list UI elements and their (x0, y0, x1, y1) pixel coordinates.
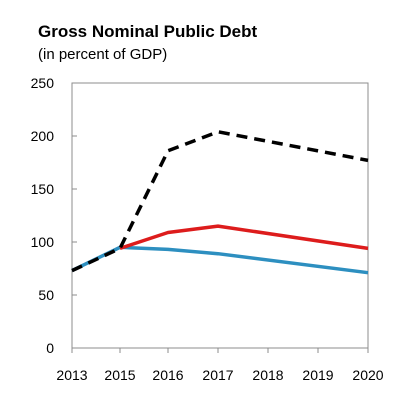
y-tick-label-250: 250 (31, 75, 55, 91)
x-tick-label-2015: 2015 (104, 367, 135, 383)
x-tick-label-2018: 2018 (252, 367, 283, 383)
x-tick-label-2016: 2016 (152, 367, 183, 383)
y-tick-label-150: 150 (31, 181, 55, 197)
x-tick-label-2020: 2020 (352, 367, 383, 383)
chart-subtitle: (in percent of GDP) (38, 46, 168, 63)
x-tick-label-2017: 2017 (202, 367, 233, 383)
plot-area-frame (71, 82, 369, 349)
series-red-line (119, 224, 369, 251)
x-tick-label-2013: 2013 (56, 367, 87, 383)
y-tick-label-50: 50 (38, 287, 54, 303)
y-tick-label-100: 100 (31, 234, 55, 250)
y-tick-label-200: 200 (31, 128, 55, 144)
series-blue-line (71, 245, 369, 275)
chart-title: Gross Nominal Public Debt (38, 22, 258, 41)
y-tick-label-0: 0 (46, 340, 54, 356)
x-tick-label-2019: 2019 (302, 367, 333, 383)
